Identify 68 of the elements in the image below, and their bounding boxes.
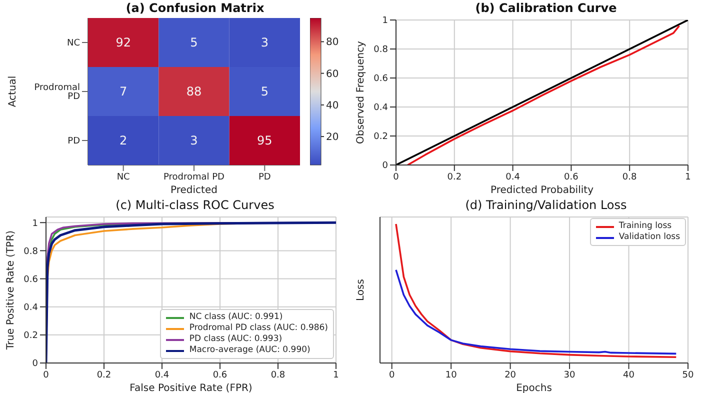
color-bar-label: 40 <box>326 100 339 112</box>
data-label: 7 <box>120 84 128 99</box>
y-tick-label: 0.2 <box>374 132 388 142</box>
y-tick-label: 1 <box>382 16 388 26</box>
color-bar-label: 20 <box>326 132 339 144</box>
x-tick-label: 0.4 <box>154 370 170 380</box>
y-tick-label: Prodromal PD <box>34 83 80 102</box>
x-tick-label: NC <box>116 172 130 182</box>
data-label: 92 <box>116 36 131 50</box>
y-tick-label: NC <box>66 38 80 49</box>
x-tick-label: 0.4 <box>506 172 520 182</box>
legend-label: NC class (AUC: 0.991) <box>189 312 283 323</box>
y-tick-label: 0.6 <box>374 74 388 84</box>
x-tick-label: 30 <box>564 370 576 380</box>
x-axis-title: False Positive Rate (FPR) <box>130 383 252 393</box>
y-tick-label: 0.6 <box>24 274 38 285</box>
legend-label: Training loss <box>618 221 672 232</box>
x-tick-label: 50 <box>682 370 694 380</box>
color-bar-label: 80 <box>326 37 339 48</box>
colorbar: 20 40 60 80 <box>310 18 350 167</box>
y-tick-label: 1 <box>32 218 38 229</box>
y-tick-label: 0.4 <box>374 103 388 114</box>
x-tick-label: 1 <box>685 172 691 182</box>
data-label: 5 <box>190 36 198 50</box>
x-axis-title: Predicted Probability <box>490 185 594 196</box>
y-axis-title: Loss <box>356 279 367 301</box>
y-tick-label: 0.2 <box>24 331 38 342</box>
legend-label: Prodromal PD class (AUC: 0.986) <box>189 323 328 334</box>
data-label: 88 <box>186 84 202 99</box>
x-axis-title: Predicted <box>170 185 218 196</box>
y-axis-title: Observed Frequency <box>356 40 367 144</box>
color-bar-label: 60 <box>326 68 339 80</box>
y-tick-label: 0 <box>382 161 388 172</box>
chart-title: (a) Confusion Matrix <box>124 0 266 16</box>
y-axis-title: Actual <box>8 76 19 108</box>
legend-label: Macro-average (AUC: 0.990) <box>189 345 310 356</box>
data-label: 5 <box>260 84 268 99</box>
x-tick-label: 20 <box>504 370 516 380</box>
x-tick-label: 0.6 <box>212 370 228 380</box>
x-tick-label: 0.6 <box>564 172 579 182</box>
x-tick-label: 1 <box>333 370 339 380</box>
data-label: 3 <box>190 134 198 148</box>
x-tick-label: 0 <box>393 172 400 182</box>
y-tick-label: 0.4 <box>24 303 38 314</box>
legend-label: Validation loss <box>618 232 680 243</box>
x-tick-label: 0 <box>43 370 50 380</box>
y-tick-label: PD <box>68 136 80 147</box>
x-tick-label: 0.8 <box>622 172 638 182</box>
data-label: 95 <box>257 134 272 148</box>
data-label: 2 <box>120 134 128 148</box>
chart-title: (b) Calibration Curve <box>474 0 618 16</box>
x-tick-label: 0.2 <box>96 370 112 380</box>
x-tick-label: 0.8 <box>270 370 286 380</box>
x-tick-label: 40 <box>623 370 635 380</box>
legend-label: PD class (AUC: 0.993) <box>189 334 282 345</box>
x-tick-label: 0.2 <box>447 172 462 182</box>
y-tick-label: 0.8 <box>374 45 388 56</box>
x-tick-label: 10 <box>445 370 458 380</box>
data-label: 3 <box>260 36 268 50</box>
chart-title: (c) Multi-class ROC Curves <box>114 197 276 213</box>
chart-title: (d) Training/Validation Loss <box>464 197 628 213</box>
x-tick-label: 0 <box>388 370 395 380</box>
x-tick-label: Prodromal PD <box>163 172 225 182</box>
y-tick-label: 0 <box>32 359 38 370</box>
y-axis-title: True Positive Rate (TPR) <box>6 230 17 351</box>
y-tick-label: 0.8 <box>24 246 38 257</box>
x-axis-title: Epochs <box>516 383 552 393</box>
x-tick-label: PD <box>258 172 271 182</box>
